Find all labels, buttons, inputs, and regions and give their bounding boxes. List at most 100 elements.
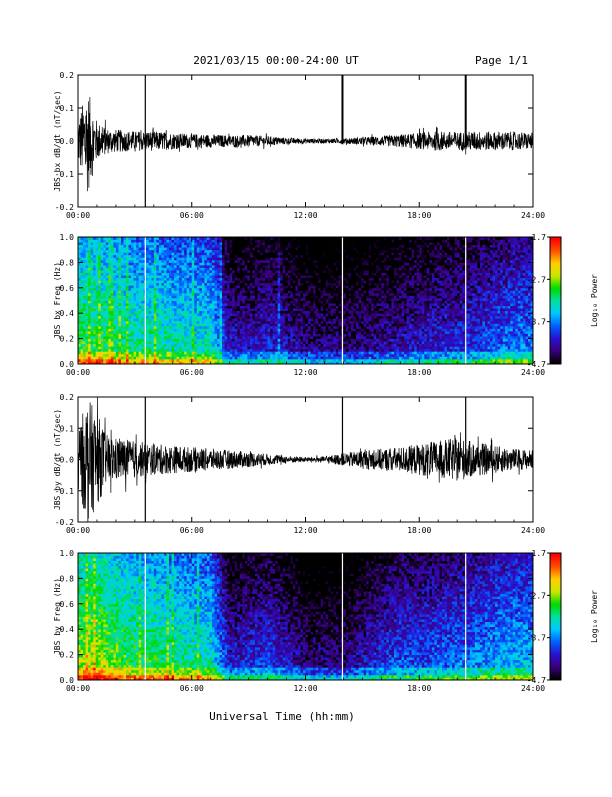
spectrogram-cell-1-54-11 [215,334,218,337]
spectrogram-cell-1-89-28 [303,290,306,293]
spectrogram-cell-1-12-40 [108,260,111,263]
spectrogram-cell-1-71-10 [257,336,260,339]
spectrogram-cell-1-9-4 [101,351,104,354]
spectrogram-cell-1-23-10 [136,336,139,339]
spectrogram-cell-1-81-4 [283,351,286,354]
spectrogram-cell-1-94-25 [316,298,319,301]
spectrogram-cell-1-20-20 [129,311,132,314]
spectrogram-cell-1-87-14 [298,326,301,329]
spectrogram-cell-1-10-8 [103,341,106,344]
spectrogram-cell-1-29-29 [151,288,154,291]
spectrogram-cell-1-1-25 [81,298,84,301]
spectrogram-cell-1-49-3 [202,354,205,357]
spectrogram-cell-1-34-1 [164,359,167,362]
spectrogram-cell-1-42-8 [184,341,187,344]
spectrogram-cell-1-66-3 [245,354,248,357]
spectrogram-cell-1-91-35 [308,273,311,276]
spectrogram-cell-1-2-25 [83,298,86,301]
spectrogram-cell-1-74-26 [265,295,268,298]
spectrogram-cell-1-3-9 [86,339,89,342]
spectrogram-cell-1-60-36 [230,270,233,273]
spectrogram-cell-1-34-30 [164,285,167,288]
spectrogram-cell-1-71-5 [257,349,260,352]
spectrogram-cell-1-59-44 [227,250,230,253]
spectrogram-cell-1-35-44 [166,250,169,253]
spectrogram-cell-1-2-12 [83,331,86,334]
spectrogram-cell-1-34-12 [164,331,167,334]
spectrogram-cell-1-64-6 [240,346,243,349]
spectrogram-cell-1-18-2 [124,356,127,359]
spectrogram-cell-1-15-36 [116,270,119,273]
spectrogram-cell-1-54-41 [215,257,218,260]
spectrogram-cell-1-69-41 [252,257,255,260]
spectrogram-cell-1-71-11 [257,334,260,337]
spectrogram-cell-1-98-36 [326,270,329,273]
spectrogram-cell-1-63-22 [237,306,240,309]
spectrogram-cell-1-4-17 [88,318,91,321]
spectrogram-cell-1-94-1 [316,359,319,362]
spectrogram-cell-1-62-22 [235,306,238,309]
spectrogram-cell-1-97-37 [323,267,326,270]
spectrogram-cell-1-44-37 [189,267,192,270]
spectrogram-cell-1-34-27 [164,293,167,296]
spectrogram-cell-1-74-43 [265,252,268,255]
spectrogram-cell-1-83-40 [288,260,291,263]
spectrogram-cell-1-32-5 [159,349,162,352]
spectrogram-cell-1-8-13 [98,328,101,331]
spectrogram-cell-1-35-18 [166,316,169,319]
spectrogram-cell-1-35-46 [166,245,169,248]
spectrogram-cell-1-64-41 [240,257,243,260]
spectrogram-cell-1-69-20 [252,311,255,314]
spectrogram-cell-1-34-32 [164,280,167,283]
spectrogram-cell-1-65-33 [242,278,245,281]
spectrogram-cell-1-28-19 [149,313,152,316]
spectrogram-cell-1-74-46 [265,245,268,248]
spectrogram-cell-1-72-31 [260,283,263,286]
spectrogram-cell-1-57-2 [222,356,225,359]
spectrogram-cell-1-19-42 [126,255,129,258]
spectrogram-cell-1-51-6 [207,346,210,349]
spectrogram-cell-1-6-1 [93,359,96,362]
spectrogram-cell-1-66-39 [245,262,248,265]
spectrogram-cell-1-32-4 [159,351,162,354]
spectrogram-cell-1-85-31 [293,283,296,286]
spectrogram-cell-1-43-1 [187,359,190,362]
spectrogram-cell-1-52-34 [209,275,212,278]
spectrogram-cell-1-4-32 [88,280,91,283]
spectrogram-cell-1-86-21 [295,308,298,311]
spectrogram-cell-1-4-18 [88,316,91,319]
spectrogram-cell-1-20-48 [129,240,132,243]
spectrogram-cell-1-86-6 [295,346,298,349]
spectrogram-cell-1-94-20 [316,311,319,314]
spectrogram-cell-1-48-22 [199,306,202,309]
spectrogram-cell-1-43-26 [187,295,190,298]
spectrogram-cell-1-22-48 [134,240,137,243]
spectrogram-cell-1-27-31 [146,283,149,286]
spectrogram-cell-1-32-12 [159,331,162,334]
spectrogram-cell-1-43-21 [187,308,190,311]
spectrogram-cell-1-56-12 [220,331,223,334]
spectrogram-cell-1-76-7 [270,344,273,347]
spectrogram-cell-1-97-19 [323,313,326,316]
spectrogram-cell-1-59-29 [227,288,230,291]
spectrogram-cell-1-90-7 [306,344,309,347]
spectrogram-cell-1-78-5 [275,349,278,352]
spectrogram-cell-1-12-14 [108,326,111,329]
spectrogram-cell-1-9-9 [101,339,104,342]
spectrogram-cell-1-41-14 [182,326,185,329]
spectrogram-cell-1-65-40 [242,260,245,263]
spectrogram-cell-1-57-33 [222,278,225,281]
spectrogram-cell-1-52-35 [209,273,212,276]
spectrogram-cell-1-19-19 [126,313,129,316]
spectrogram-cell-1-19-45 [126,247,129,250]
spectrogram-cell-1-42-40 [184,260,187,263]
spectrogram-cell-1-58-6 [225,346,228,349]
spectrogram-cell-1-84-17 [290,318,293,321]
spectrogram-cell-1-58-36 [225,270,228,273]
spectrogram-cell-1-22-33 [134,278,137,281]
spectrogram-cell-1-94-6 [316,346,319,349]
spectrogram-cell-1-77-38 [273,265,276,268]
spectrogram-cell-1-30-34 [154,275,157,278]
spectrogram-cell-1-77-25 [273,298,276,301]
spectrogram-cell-1-68-36 [250,270,253,273]
